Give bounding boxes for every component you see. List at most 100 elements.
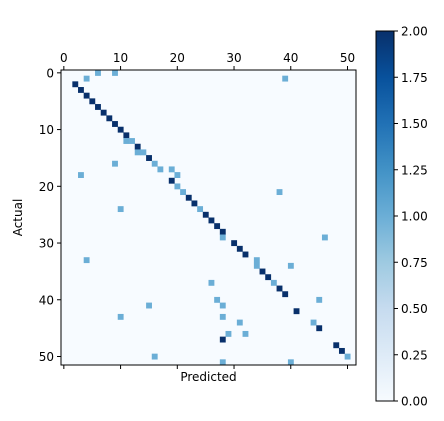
y-tick-label: 40 [39, 293, 54, 307]
heatmap-cell [185, 194, 192, 201]
heatmap-cell [89, 98, 96, 105]
heatmap-cell [112, 70, 118, 76]
heatmap-cell [117, 313, 124, 320]
plot-frame [60, 69, 357, 366]
colorbar-tick-label: 1.00 [401, 210, 428, 224]
heatmap-cell [282, 75, 289, 82]
heatmap-cell [208, 279, 215, 286]
heatmap-cell [146, 302, 152, 309]
colorbar-tick-label: 1.50 [401, 117, 428, 131]
colorbar-tick-label: 1.25 [401, 163, 428, 177]
y-tick-label: 0 [46, 66, 54, 80]
y-tick-label: 10 [39, 123, 54, 137]
heatmap-cells [61, 70, 356, 366]
heatmap-cell [174, 183, 181, 190]
colorbar-tick-label: 0.50 [401, 302, 428, 316]
heatmap-cell [151, 353, 158, 360]
heatmap-cell [242, 251, 249, 258]
x-tick-label: 40 [283, 51, 298, 65]
heatmap-cell [316, 325, 323, 332]
heatmap-cell [174, 172, 181, 178]
heatmap-cell [106, 115, 113, 122]
heatmap-cell [83, 257, 90, 264]
heatmap-cell [287, 262, 294, 269]
heatmap-cell [287, 359, 294, 366]
heatmap-cell [134, 143, 141, 150]
x-tick-label: 20 [170, 51, 185, 65]
heatmap-cell [214, 223, 221, 230]
x-axis-bottom-ticks [63, 365, 348, 369]
colorbar [375, 30, 395, 402]
heatmap-cell [265, 274, 272, 281]
y-axis-label: Actual [11, 199, 25, 237]
heatmap-cell [117, 206, 124, 213]
heatmap-cell [202, 211, 209, 218]
heatmap-cell [231, 240, 238, 247]
heatmap-cell [236, 245, 243, 252]
heatmap-cell [338, 347, 345, 354]
heatmap-cell [151, 160, 158, 167]
colorbar-tick-label: 0.25 [401, 348, 428, 362]
heatmap-cell [78, 172, 84, 178]
y-tick-label: 20 [39, 180, 54, 194]
heatmap-cell [333, 342, 340, 349]
heatmap-cell [100, 109, 107, 116]
heatmap-cell [310, 319, 317, 326]
heatmap-cell [157, 166, 164, 173]
heatmap-cell [78, 87, 84, 93]
heatmap-cell [270, 279, 277, 286]
heatmap-cell [208, 217, 215, 224]
heatmap-cell [282, 291, 289, 298]
heatmap-cell [316, 296, 323, 303]
heatmap-cell [95, 70, 101, 76]
y-tick-label: 30 [39, 237, 54, 251]
x-axis-top-ticks: 0 10 20 30 40 50 [60, 51, 355, 70]
heatmap-cell [134, 149, 141, 156]
heatmap-cell [242, 330, 249, 337]
heatmap-cell [140, 149, 147, 156]
heatmap-cell [344, 353, 351, 360]
heatmap-cell [123, 132, 130, 139]
heatmap-cell [129, 138, 135, 144]
colorbar-tick-label: 0.75 [401, 256, 428, 270]
heatmap-cell [72, 81, 79, 88]
colorbar-tick-label: 1.75 [401, 71, 428, 85]
x-tick-label: 0 [60, 51, 68, 65]
heatmap-cell [146, 155, 152, 161]
heatmap-cell [197, 206, 204, 213]
heatmap-cell [123, 138, 130, 144]
x-tick-label: 50 [340, 51, 355, 65]
heatmap-cell [112, 160, 118, 167]
heatmap-cell [112, 121, 118, 127]
heatmap-cell [219, 302, 226, 309]
heatmap-cell [191, 200, 198, 207]
heatmap-cell [321, 234, 328, 241]
colorbar-ticks: 0.00 0.25 0.50 0.75 1.00 1.25 1.50 1.75 2.00 [394, 25, 428, 409]
heatmap-cell [276, 189, 283, 196]
heatmap-cell [219, 313, 226, 320]
heatmap-cell [83, 75, 90, 82]
colorbar-tick-label: 0.00 [401, 395, 428, 409]
heatmap-cell [225, 330, 232, 337]
heatmap-cell [253, 262, 260, 269]
heatmap-cell [276, 285, 283, 292]
heatmap-cell [219, 228, 226, 235]
x-tick-label: 10 [113, 51, 128, 65]
heatmap-cell [219, 336, 226, 343]
heatmap-cell [117, 126, 124, 133]
heatmap-cell [259, 268, 266, 275]
heatmap-cell [253, 257, 260, 264]
heatmap-cell [219, 359, 226, 366]
x-tick-label: 30 [226, 51, 241, 65]
y-tick-label: 50 [39, 350, 54, 364]
x-axis-label: Predicted [180, 370, 236, 384]
heatmap-cell [293, 308, 300, 315]
heatmap-cell [236, 319, 243, 326]
heatmap-cell [168, 166, 175, 173]
heatmap-cell [83, 92, 90, 99]
heatmap-cell [180, 189, 187, 196]
heatmap-cell [95, 104, 101, 110]
colorbar-tick-label: 2.00 [401, 25, 428, 39]
heatmap-cell [214, 296, 221, 303]
